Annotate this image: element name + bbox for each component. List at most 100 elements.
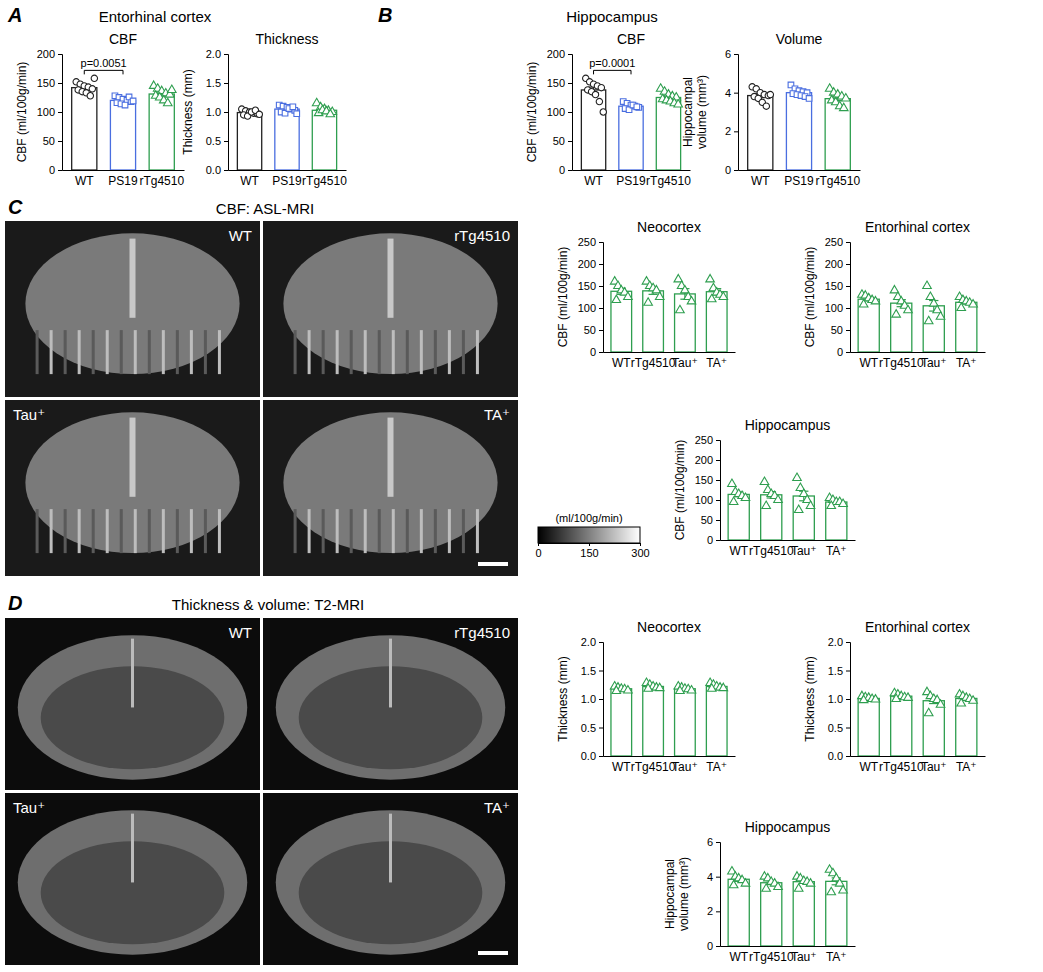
y-tick-label: 100 (695, 494, 713, 506)
y-tick-label: 50 (553, 135, 565, 147)
data-point (596, 98, 602, 104)
y-tick: 0 (559, 164, 572, 176)
y-tick-label: 4 (725, 87, 731, 99)
data-point (294, 111, 300, 117)
data-point (871, 296, 880, 303)
y-tick-mark (599, 352, 603, 353)
plot-area (581, 75, 682, 170)
y-tick-label: 200 (695, 454, 713, 466)
annotation: p=0.0001 (589, 57, 635, 74)
bar (826, 502, 847, 540)
data-point (600, 109, 606, 115)
data-point (624, 685, 633, 692)
y-tick-mark (224, 112, 228, 113)
x-tick: rTg4510 (631, 352, 676, 370)
x-axis: WTPS19rTg4510 (739, 170, 861, 188)
x-tick-label: rTg4510 (749, 950, 794, 964)
plot-area (728, 473, 848, 540)
y-tick: 200 (547, 48, 572, 60)
y-tick-mark (599, 264, 603, 265)
data-point (957, 699, 966, 706)
bar (237, 113, 261, 170)
y-tick-mark (568, 112, 572, 113)
chart-title: Entorhinal cortex (865, 219, 970, 235)
y-axis-line (716, 843, 721, 947)
x-axis-line (721, 540, 856, 541)
y-tick: 1.5 (581, 665, 603, 677)
vessel-stripe (378, 509, 381, 553)
bar (891, 303, 912, 352)
chart: HippocampusCBF (ml/100g/min)050100150200… (673, 417, 856, 558)
y-axis-title: Thickness (mm) (803, 656, 817, 741)
data-point (326, 109, 335, 116)
y-tick-label: 100 (825, 302, 843, 314)
y-tick-mark (599, 330, 603, 331)
y-tick-label: 1.5 (206, 77, 221, 89)
y-tick: 0 (707, 940, 720, 952)
y-tick-label: 2 (707, 905, 713, 917)
data-point (794, 884, 803, 891)
vessel-stripe (204, 509, 207, 553)
y-tick-mark (846, 352, 850, 353)
data-point (707, 294, 716, 301)
vessel-stripe (162, 330, 165, 374)
x-tick: PS19 (108, 170, 138, 188)
x-axis-line (604, 756, 736, 757)
data-point (122, 102, 128, 108)
brain-slice (25, 412, 239, 553)
y-tick: 0 (837, 346, 850, 358)
x-axis: WTrTg4510Tau⁺TA⁺ (604, 756, 736, 774)
x-axis-line (721, 946, 856, 947)
x-tick: WT (859, 756, 878, 774)
panel-title: Hippocampus (566, 8, 658, 25)
y-tick: 6 (707, 836, 720, 848)
vessel-stripe (78, 330, 81, 374)
y-tick-mark (568, 54, 572, 55)
y-tick: 100 (578, 302, 603, 314)
y-tick-label: 6 (707, 836, 713, 848)
y-tick: 0 (707, 534, 720, 546)
colorbar-tick-label: 0 (535, 547, 541, 559)
x-tick: WT (612, 756, 631, 774)
data-point (290, 104, 296, 110)
y-tick-mark (846, 330, 850, 331)
data-point (634, 104, 640, 110)
y-axis: 0.00.51.01.52.0 (581, 636, 604, 762)
y-tick: 0 (725, 164, 738, 176)
y-tick-mark (846, 308, 850, 309)
y-tick-mark (716, 540, 720, 541)
vessel-stripe (64, 509, 67, 553)
vessel-stripe (294, 330, 297, 374)
data-point (839, 886, 848, 893)
data-point (644, 684, 653, 691)
y-tick: 0.0 (581, 750, 603, 762)
x-tick-label: WT (612, 760, 631, 774)
brain-slice (18, 635, 248, 779)
mri-image: rTg4510 (263, 221, 518, 397)
x-tick-label: PS19 (616, 174, 646, 188)
y-tick-label: 100 (547, 106, 565, 118)
vessel-stripe (106, 330, 109, 374)
y-tick-mark (599, 642, 603, 643)
y-axis-title: CBF (ml/100g/min) (556, 247, 570, 348)
y-axis: 0246 (707, 836, 721, 952)
x-tick: TA⁺ (826, 946, 847, 964)
y-axis: 050100150200 (547, 48, 573, 176)
vessel-stripe (406, 330, 409, 374)
x-tick-label: TA⁺ (956, 760, 977, 774)
y-tick: 0.0 (828, 750, 850, 762)
brain-slice (283, 412, 497, 553)
colorbar-tick-label: 150 (580, 547, 598, 559)
scale-bar (478, 562, 508, 566)
y-tick: 1.5 (828, 665, 850, 677)
data-point (923, 281, 932, 288)
y-tick-label: 50 (43, 135, 55, 147)
x-tick-label: TA⁺ (706, 760, 727, 774)
significance-bracket (594, 70, 631, 74)
y-tick-label: 50 (831, 324, 843, 336)
data-point (719, 683, 728, 690)
y-tick-label: 50 (701, 514, 713, 526)
vessel-stripe (322, 509, 325, 553)
bar (923, 701, 944, 756)
vessel-stripe (294, 509, 297, 553)
